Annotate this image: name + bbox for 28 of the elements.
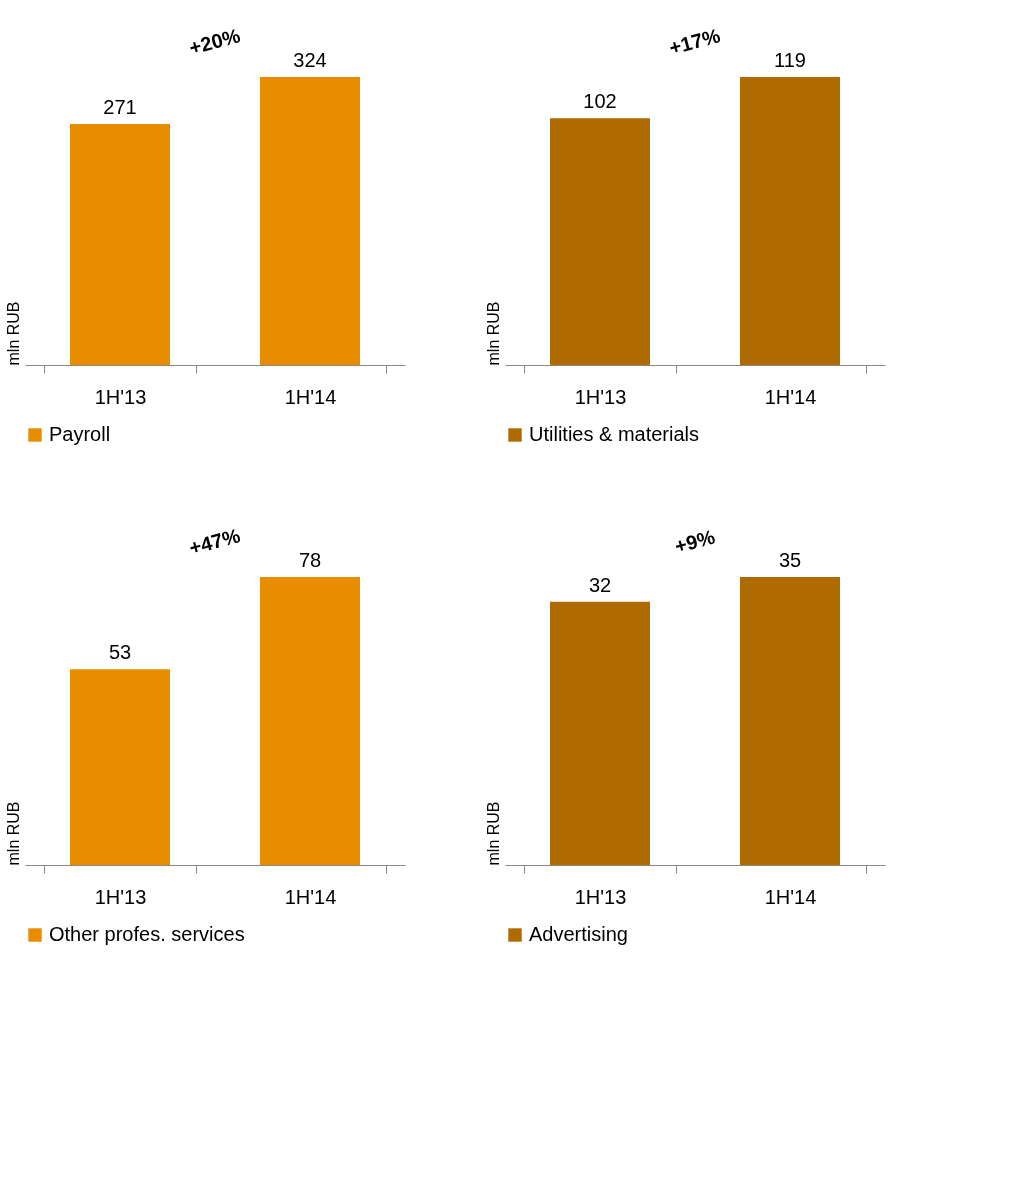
- y-axis-title: mln RUB: [484, 301, 502, 366]
- text: +20%: [186, 24, 243, 59]
- x-tick-label: 1H'13: [94, 385, 147, 408]
- data-label: 53: [108, 641, 132, 664]
- legend-label: Other profes. services: [49, 923, 245, 945]
- x-tick-label: 1H'13: [574, 885, 627, 908]
- y-axis-title: mln RUB: [4, 801, 22, 866]
- x-tick-label: 1H'14: [764, 885, 817, 908]
- data-label: 271: [103, 96, 137, 119]
- text: +47%: [186, 524, 243, 559]
- data-label: 78: [298, 549, 322, 571]
- text: +17%: [666, 24, 723, 59]
- data-label: 102: [583, 90, 617, 113]
- legend-label: Advertising: [529, 923, 628, 945]
- legend-label: Payroll: [49, 423, 111, 445]
- data-label: 35: [778, 549, 802, 571]
- x-tick-label: 1H'13: [574, 385, 627, 408]
- y-axis-title: mln RUB: [484, 801, 502, 866]
- data-label: 324: [293, 49, 327, 71]
- x-tick-label: 1H'13: [94, 885, 147, 908]
- data-label: 32: [588, 573, 612, 596]
- data-label: 119: [774, 49, 806, 71]
- x-tick-label: 1H'14: [284, 385, 337, 408]
- y-axis-title: mln RUB: [4, 301, 22, 366]
- x-tick-label: 1H'14: [284, 885, 337, 908]
- text: +9%: [672, 525, 718, 558]
- x-tick-label: 1H'14: [764, 385, 817, 408]
- legend-label: Utilities & materials: [529, 423, 700, 445]
